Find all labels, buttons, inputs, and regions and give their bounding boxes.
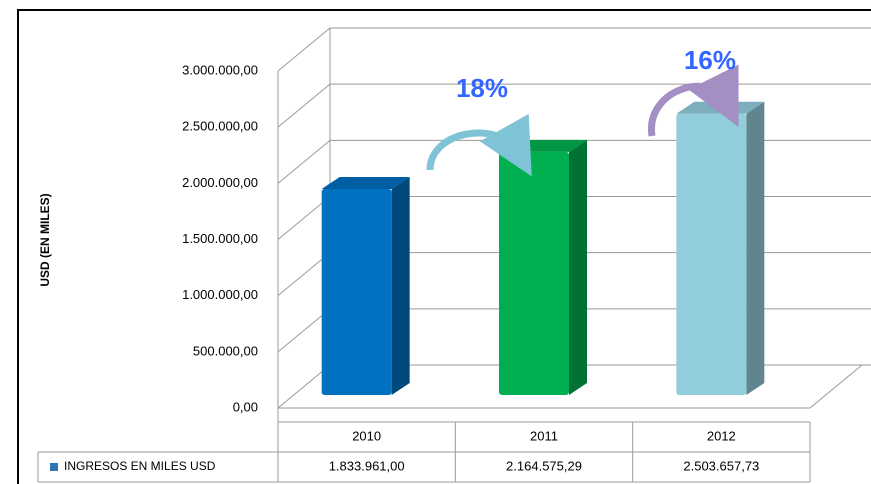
bar-top <box>321 176 410 189</box>
y-tick-label: 500.000,00 <box>193 343 258 358</box>
y-tick-label: 3.000.000,00 <box>182 62 258 77</box>
bar-side <box>391 176 410 395</box>
legend-label: INGRESOS EN MILES USD <box>64 459 216 473</box>
bar <box>499 151 569 395</box>
y-tick-label: 2.500.000,00 <box>182 119 258 134</box>
frame <box>17 9 871 484</box>
grid-line <box>277 83 871 128</box>
value-label: 2.164.575,29 <box>506 458 582 473</box>
y-tick-label: 2.000.000,00 <box>182 175 258 190</box>
table-border <box>37 421 810 483</box>
bar-side <box>569 139 587 395</box>
annotation: 16% <box>684 45 736 75</box>
value-label: 1.833.961,00 <box>329 458 405 473</box>
y-axis-label: USD (EN MILES) <box>38 193 52 286</box>
y-tick-label: 1.500.000,00 <box>182 231 258 246</box>
arrow <box>648 64 739 137</box>
bar <box>321 188 392 395</box>
arrow <box>426 113 532 177</box>
grid-line <box>277 27 871 72</box>
x-tick-label: 2012 <box>707 428 736 443</box>
value-label: 2.503.657,73 <box>683 458 759 473</box>
annotation: 18% <box>456 73 508 103</box>
x-tick-label: 2011 <box>530 428 558 443</box>
y-tick-label: 1.000.000,00 <box>182 287 258 302</box>
x-tick-label: 2010 <box>352 428 381 443</box>
legend-swatch <box>50 463 58 471</box>
y-tick-label: 0,00 <box>233 399 258 414</box>
bar <box>676 113 747 395</box>
floor <box>278 364 863 409</box>
bar-side <box>746 101 765 395</box>
